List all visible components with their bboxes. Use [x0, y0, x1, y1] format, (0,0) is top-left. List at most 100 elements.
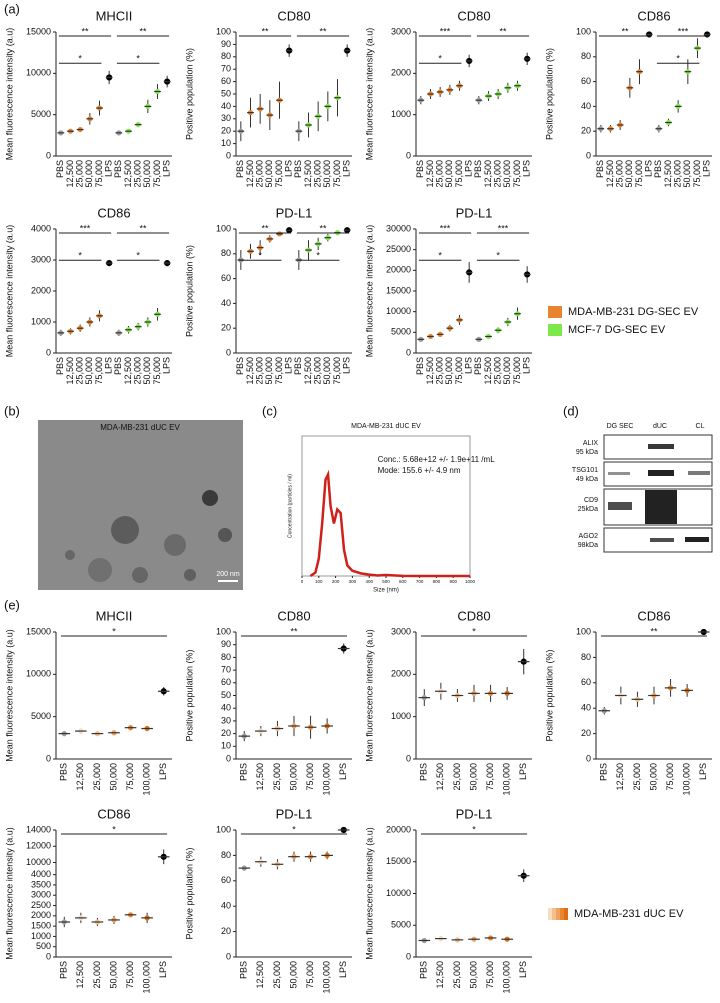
x-tick-label: 12,500: [245, 357, 255, 385]
x-tick-label: 50,000: [288, 763, 298, 791]
x-tick-label: 50,000: [468, 763, 478, 791]
x-axis-label: Size (nm): [373, 588, 399, 594]
significance-label: **: [621, 26, 629, 36]
x-tick-label: 75,000: [454, 357, 464, 385]
x-tick-label: 75,000: [332, 160, 342, 188]
chart-title: MDA-MB-231 dUC EV: [351, 423, 421, 430]
x-tick-label: 75,000: [454, 160, 464, 188]
x-tick-label: 25,000: [92, 961, 102, 989]
y-tick-label: 40: [581, 101, 591, 111]
significance-label: **: [139, 223, 147, 233]
y-tick-label: 70: [221, 64, 231, 74]
chart-title: PD-L1: [456, 205, 493, 220]
x-tick-label: LPS: [702, 160, 712, 177]
x-tick-label: LPS: [338, 763, 348, 780]
significance-label: *: [258, 251, 262, 261]
chart-title: CD80: [457, 8, 490, 23]
x-tick-label: 50,000: [142, 357, 152, 385]
x-tick-label: 50,000: [264, 357, 274, 385]
y-tick-label: 10000: [26, 68, 51, 78]
significance-label: **: [261, 26, 269, 36]
panel-label: (c): [262, 403, 277, 418]
y-tick-label: 10: [221, 138, 231, 148]
significance-label: **: [139, 26, 147, 36]
x-tick-label: 50,000: [322, 357, 332, 385]
x-tick-label: 75,000: [305, 763, 315, 791]
x-tick-label: LPS: [284, 160, 294, 177]
legend-label: MDA-MB-231 dUC EV: [574, 908, 684, 920]
x-tick-label: PBS: [235, 160, 245, 178]
significance-label: **: [319, 223, 327, 233]
x-tick-label: 25,000: [133, 357, 143, 385]
x-tick-label: 25,000: [452, 763, 462, 791]
x-tick-label: 25,000: [272, 961, 282, 989]
y-tick-label: 5000: [31, 711, 51, 721]
x-tick-label: 50,000: [444, 357, 454, 385]
x-tick-label: LPS: [158, 763, 168, 780]
legend-swatch: [552, 908, 556, 920]
x-tick-label: 12,500: [425, 357, 435, 385]
x-tick-label: PBS: [595, 160, 605, 178]
x-tick-label: 75,000: [512, 160, 522, 188]
y-tick-label: 0: [46, 753, 51, 763]
x-tick-label: 25,000: [75, 160, 85, 188]
x-tick-label: 50,000: [84, 357, 94, 385]
y-tick-label: 10000: [26, 669, 51, 679]
x-tick-label: 50,000: [108, 961, 118, 989]
y-tick-label: 5000: [391, 327, 411, 337]
legend-swatch: [564, 908, 568, 920]
x-tick-label: 75,000: [634, 160, 644, 188]
legend-swatch: [548, 324, 562, 336]
y-tick-label: 100: [216, 824, 231, 834]
significance-label: **: [319, 26, 327, 36]
legend-label: MCF-7 DG-SEC EV: [568, 324, 666, 336]
blot-size: 95 kDa: [576, 449, 598, 456]
x-tick-label: PBS: [239, 961, 249, 979]
significance-label: *: [78, 251, 82, 261]
x-tick-label: PBS: [55, 160, 65, 178]
x-tick-label: 25,000: [493, 357, 503, 385]
y-tick-label: 25000: [386, 244, 411, 254]
y-tick-label: 10: [221, 741, 231, 751]
chart-title: MHCII: [96, 608, 133, 623]
y-tick-label: 80: [221, 850, 231, 860]
x-tick-label: 25,000: [133, 160, 143, 188]
x-tick-label: PBS: [113, 160, 123, 178]
x-tick-label: 50,000: [264, 160, 274, 188]
y-tick-label: 4000: [31, 223, 51, 233]
y-tick-label: 40: [221, 101, 231, 111]
x-tick-label: 75,000: [152, 160, 162, 188]
significance-label: *: [112, 824, 116, 834]
significance-label: ***: [80, 223, 91, 233]
x-tick-label: PBS: [473, 357, 483, 375]
x-tick-label: 700: [416, 579, 424, 584]
y-axis-label: Mean fluorescence intensity (a.u): [4, 629, 14, 762]
y-tick-label: 20: [221, 323, 231, 333]
significance-label: ***: [440, 223, 451, 233]
x-tick-label: 400: [365, 579, 373, 584]
x-tick-label: 900: [449, 579, 457, 584]
x-tick-label: 75,000: [94, 160, 104, 188]
x-tick-label: 25,000: [435, 160, 445, 188]
x-tick-label: PBS: [239, 763, 249, 781]
chart-title: CD80: [277, 608, 310, 623]
x-tick-label: 75,000: [692, 160, 702, 188]
y-tick-label: 0: [226, 951, 231, 961]
y-tick-label: 1000: [391, 109, 411, 119]
y-axis-label: Mean fluorescence intensity (a.u): [364, 225, 374, 358]
y-tick-label: 2000: [31, 910, 51, 920]
x-tick-label: PBS: [419, 961, 429, 979]
panel-label: (a): [4, 1, 20, 16]
y-tick-label: 40: [221, 298, 231, 308]
blot-size: 49 kDa: [576, 476, 598, 483]
x-tick-label: PBS: [415, 357, 425, 375]
significance-label: *: [78, 54, 82, 64]
x-tick-label: PBS: [235, 357, 245, 375]
y-axis-label: Mean fluorescence intensity (a.u): [4, 225, 14, 358]
x-tick-label: 12,500: [245, 160, 255, 188]
annotation: Conc.: 5.68e+12 +/- 1.9e+11 /mL: [378, 455, 496, 464]
blot-size: 98kDa: [578, 542, 598, 549]
x-tick-label: 75,000: [125, 763, 135, 791]
y-tick-label: 20: [221, 126, 231, 136]
y-tick-label: 80: [221, 652, 231, 662]
